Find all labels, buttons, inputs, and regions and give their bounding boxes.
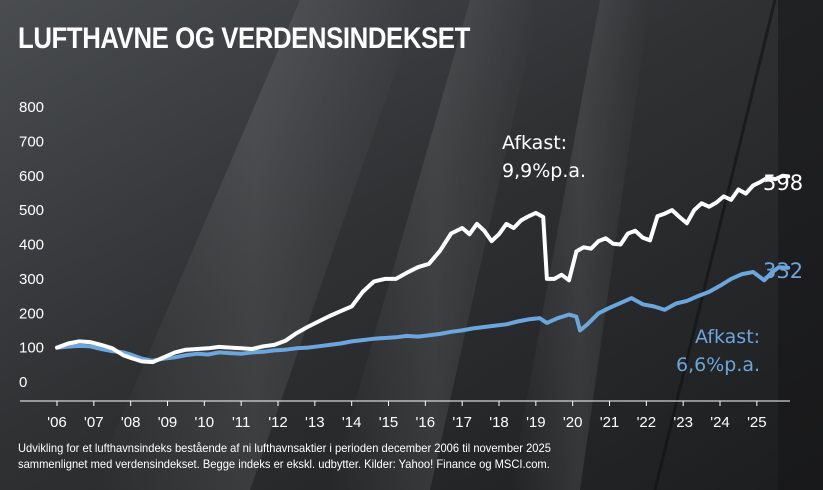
y-tick-label: 600 xyxy=(19,168,44,185)
y-tick-label: 200 xyxy=(19,305,44,322)
x-tick-label: '18 xyxy=(489,414,509,431)
x-tick-label: '22 xyxy=(637,414,657,431)
y-tick-label: 300 xyxy=(19,271,44,288)
x-tick-label: '14 xyxy=(342,414,362,431)
world-return-value: 6,6%p.a. xyxy=(676,354,761,376)
world-end-value: 332 xyxy=(763,259,804,283)
y-tick-label: 0 xyxy=(19,374,27,391)
world-return-annotation: Afkast: 6,6%p.a. xyxy=(676,323,760,379)
world-return-label: Afkast: xyxy=(694,326,761,348)
x-tick-label: '21 xyxy=(600,414,620,431)
x-tick-label: '24 xyxy=(710,414,730,431)
airport-return-label: Afkast: xyxy=(502,132,568,154)
x-tick-label: '25 xyxy=(747,414,767,431)
x-tick-label: '16 xyxy=(416,414,436,431)
x-tick-label: '13 xyxy=(305,414,325,431)
footnote-line-1: Udvikling for et lufthavnsindeks beståen… xyxy=(18,441,551,455)
source-footnote: Udvikling for et lufthavnsindeks beståen… xyxy=(18,440,576,472)
airport-series-line xyxy=(55,173,791,365)
x-tick-label: '06 xyxy=(47,414,67,431)
x-tick-label: '12 xyxy=(268,414,288,431)
y-tick-label: 100 xyxy=(19,340,44,357)
x-tick-label: '23 xyxy=(673,414,693,431)
x-tick-label: '09 xyxy=(158,414,178,431)
x-tick-label: '08 xyxy=(121,414,141,431)
x-tick-label: '19 xyxy=(526,414,546,431)
chart-title: LUFTHAVNE OG VERDENSINDEKSET xyxy=(18,22,470,55)
airport-end-value: 598 xyxy=(763,171,804,195)
airport-return-value: 9,9%p.a. xyxy=(502,160,587,182)
x-tick-label: '11 xyxy=(232,414,250,431)
y-tick-label: 400 xyxy=(19,237,44,254)
y-tick-label: 700 xyxy=(19,133,44,150)
x-tick-label: '10 xyxy=(195,414,215,431)
x-tick-label: '07 xyxy=(84,414,104,431)
world-series-line xyxy=(55,265,791,363)
x-tick-label: '17 xyxy=(452,414,472,431)
footnote-line-2: sammenlignet med verdensindekset. Begge … xyxy=(18,457,550,471)
y-tick-label: 500 xyxy=(19,202,44,219)
airport-return-annotation: Afkast: 9,9%p.a. xyxy=(502,129,586,185)
y-tick-label: 800 xyxy=(19,99,44,116)
x-tick-label: '15 xyxy=(379,414,399,431)
x-tick-label: '20 xyxy=(563,414,583,431)
